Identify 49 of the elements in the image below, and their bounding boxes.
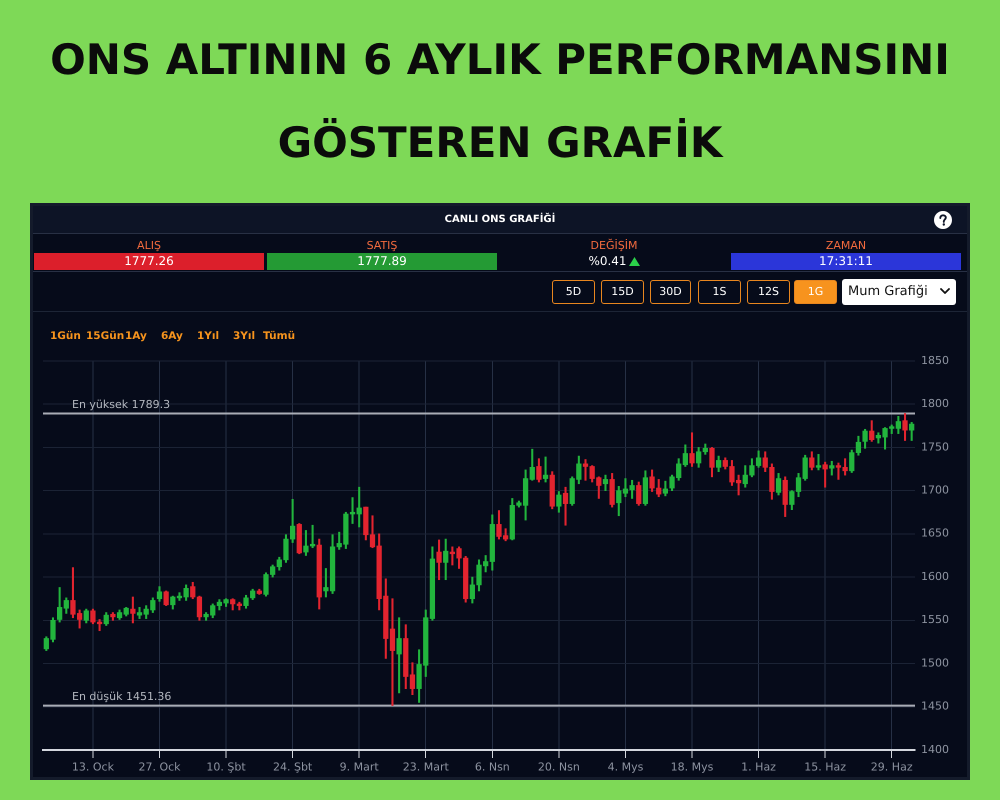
period-button: 15D [601, 280, 644, 304]
text: ZAMAN [824, 239, 868, 253]
text: Tümü [263, 329, 296, 343]
y-tick-label: 1600 [921, 570, 949, 583]
text: Mum Grafiği [848, 283, 928, 301]
y-tick-label: 1750 [921, 440, 949, 454]
text: ALIŞ [136, 239, 162, 253]
x-tick-label: 20. Nsn [538, 760, 580, 774]
y-tick-label: 1450 [921, 700, 949, 713]
x-tick-label: 10. Şbt [206, 760, 246, 774]
chart-title: ONS ALTININ 6 AYLIK PERFORMANSINI GÖSTEREN GRAFİK [49, 34, 951, 169]
text: 6Ay [161, 329, 183, 343]
text: 3Yıl [233, 329, 256, 343]
text: %0.41 [588, 254, 627, 269]
x-tick-label: 1. Haz [741, 760, 776, 774]
x-tick-label: 4. Mys [608, 760, 644, 774]
y-tick-label: 1700 [921, 484, 949, 497]
period-button: 1G [794, 280, 837, 304]
text: 1777.26 [124, 254, 174, 269]
chart-subtitle: CANLI ONS GRAFİĞİ [33, 206, 967, 233]
y-tick-label: 1550 [921, 613, 949, 626]
ref-line-label: En düşük 1451.36 [72, 690, 172, 703]
period-button: 1S [698, 280, 741, 304]
period-button: 12S [747, 280, 790, 304]
text: 15Gün [86, 329, 124, 343]
y-tick-label: 1650 [921, 526, 949, 540]
y-tick-label: 1400 [921, 742, 949, 756]
x-tick-label: 23. Mart [402, 760, 450, 774]
period-button: 5D [552, 280, 595, 304]
ref-line-label: En yüksek 1789.3 [72, 398, 170, 411]
text: DEĞİŞİM [590, 239, 638, 253]
y-tick-label: 1850 [921, 354, 949, 367]
x-tick-label: 27. Ock [138, 760, 182, 774]
text: 1777.89 [357, 254, 407, 269]
x-tick-label: 9. Mart [340, 760, 380, 774]
y-tick-label: 1500 [921, 656, 949, 670]
text: 1Yıl [197, 329, 220, 343]
x-tick-label: 29. Haz [870, 760, 913, 774]
x-tick-label: 18. Mys [670, 760, 714, 774]
x-tick-label: 13. Ock [72, 760, 115, 774]
y-tick-label: 1800 [921, 397, 949, 410]
x-tick-label: 24. Şbt [272, 760, 313, 774]
text: SATIŞ [366, 239, 398, 253]
period-button: 30D [650, 280, 691, 304]
text: 1Gün [50, 329, 81, 343]
text: 1Ay [125, 329, 147, 343]
x-tick-label: 6. Nsn [474, 760, 510, 774]
text: 17:31:11 [819, 254, 873, 269]
x-tick-label: 15. Haz [804, 760, 846, 774]
